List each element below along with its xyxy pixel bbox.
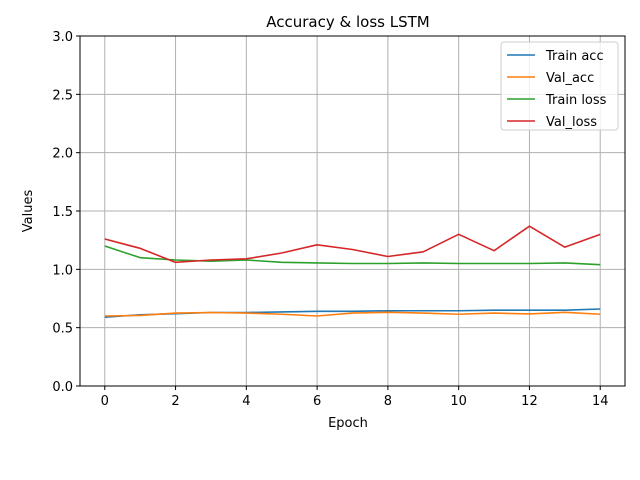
chart-title: Accuracy & loss LSTM: [266, 13, 429, 31]
x-tick-label: 2: [171, 394, 179, 409]
axis-ticks: 0 2 4 6 8 10 12 14 0.0 0.5 1.0 1.5 2.0 2.5 3.0: [52, 30, 608, 409]
legend-label-val-acc: Val_acc: [546, 71, 594, 86]
x-tick-label: 10: [450, 394, 467, 409]
legend-label-train-loss: Train loss: [545, 93, 607, 108]
legend-box: [500, 41, 619, 131]
legend-label-val-loss: Val_loss: [546, 115, 597, 130]
x-tick-label: 14: [592, 394, 609, 409]
y-tick-label: 3.0: [52, 30, 73, 45]
y-tick-label: 2.5: [52, 88, 73, 103]
series-lines: [104, 225, 601, 318]
legend-label-train-acc: Train acc: [545, 49, 604, 64]
x-axis-label: Epoch: [328, 416, 368, 431]
y-tick-label: 1.0: [52, 263, 73, 278]
series-line-val-acc: [104, 311, 601, 317]
x-tick-label: 0: [101, 394, 109, 409]
x-tick-label: 6: [313, 394, 321, 409]
y-tick-label: 0.0: [52, 380, 73, 395]
x-tick-label: 4: [242, 394, 250, 409]
y-tick-label: 0.5: [52, 322, 73, 337]
legend: Train acc Val_acc Train loss Val_loss: [500, 41, 619, 131]
x-tick-label: 8: [384, 394, 392, 409]
y-tick-label: 1.5: [52, 205, 73, 220]
series-line-train-loss: [104, 245, 601, 266]
series-line-val-loss: [104, 225, 601, 264]
y-tick-label: 2.0: [52, 147, 73, 162]
x-tick-label: 12: [521, 394, 538, 409]
y-axis-label: Values: [21, 190, 36, 233]
